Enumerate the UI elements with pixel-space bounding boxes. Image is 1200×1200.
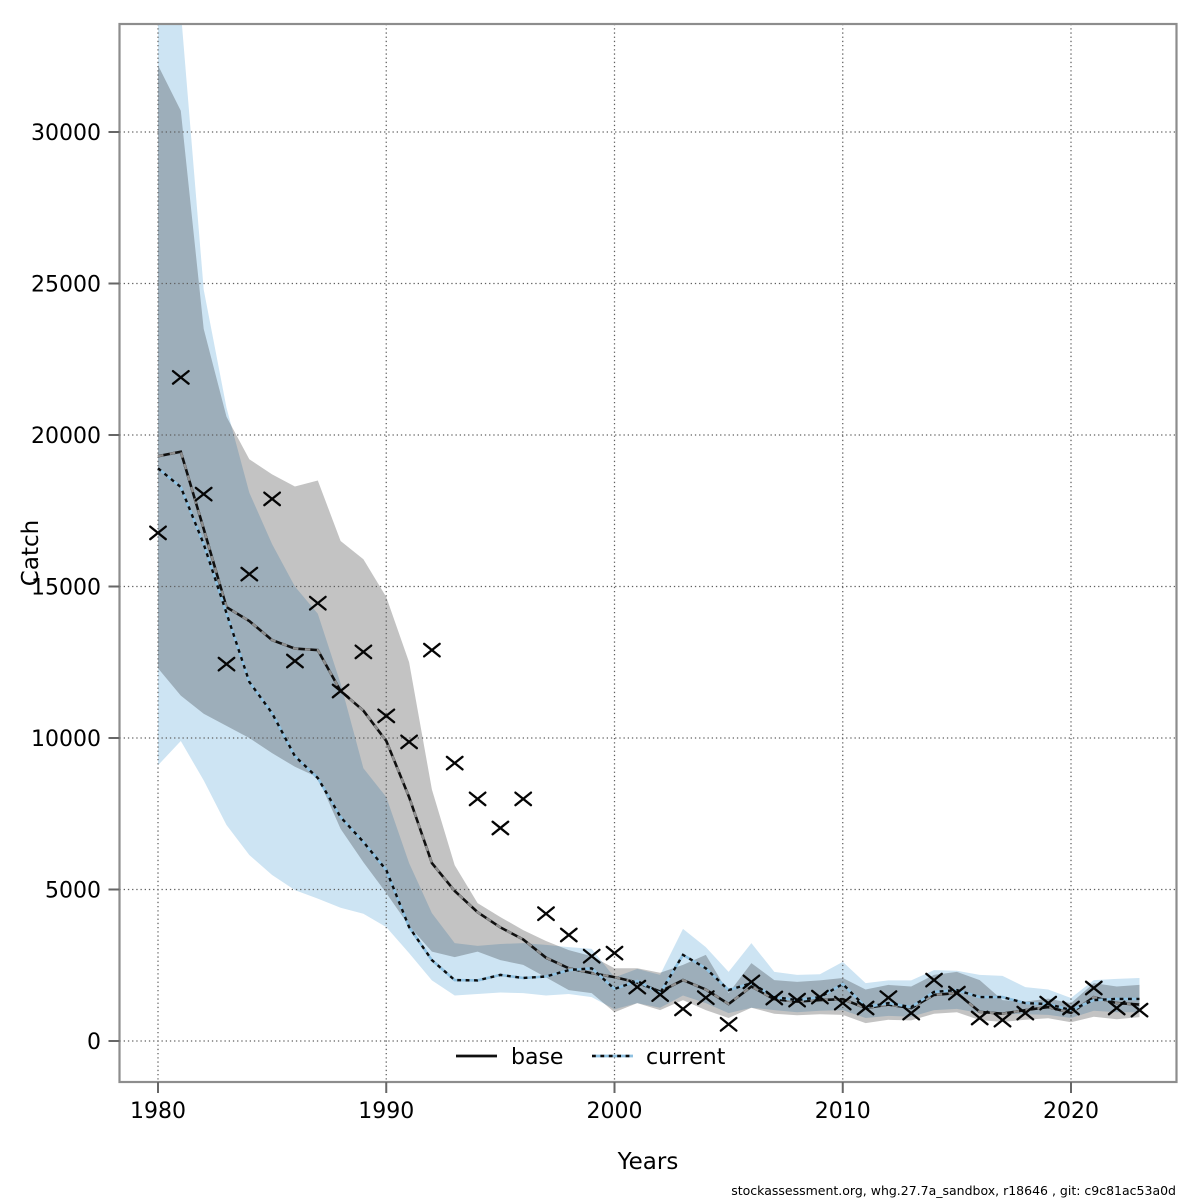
observed-catch-marker	[422, 642, 441, 658]
observed-catch-marker	[400, 734, 419, 750]
observed-catch-marker	[149, 525, 167, 541]
observed-catch-marker	[285, 653, 304, 669]
observed-catch-marker	[491, 820, 510, 836]
x-tick-label: 2000	[587, 1099, 643, 1124]
observed-catch-marker	[354, 644, 373, 660]
current-fit-line-dash-overlay	[157, 467, 1140, 1012]
plot-border	[118, 22, 1178, 1084]
observed-catch-marker	[788, 992, 807, 1008]
observed-catch-marker	[1016, 1005, 1035, 1021]
observed-catch-marker	[651, 987, 670, 1003]
legend-label-base: base	[511, 1045, 563, 1070]
observed-catch-marker	[879, 990, 898, 1006]
observed-catch-marker	[263, 491, 282, 507]
observed-catch-marker	[605, 945, 624, 961]
observed-catch-marker	[514, 791, 533, 807]
observed-catch-marker	[1084, 980, 1103, 996]
observed-catch-marker	[1062, 1000, 1080, 1016]
observed-catch-marker	[947, 985, 966, 1001]
observed-catch-marker	[537, 906, 555, 922]
observed-catch-marker	[628, 979, 647, 995]
observed-catch-marker	[833, 995, 852, 1011]
observed-catch-marker	[810, 989, 829, 1005]
legend-label-current: current	[646, 1045, 726, 1070]
observed-catch-marker	[171, 369, 190, 385]
observed-catch-marker	[742, 974, 761, 990]
y-tick-label: 5000	[45, 879, 101, 904]
observed-catch-marker	[1107, 1000, 1126, 1016]
observed-catch-marker	[719, 1016, 738, 1032]
observed-catch-marker	[970, 1010, 989, 1026]
y-tick-label: 0	[87, 1030, 101, 1055]
y-tick-label: 30000	[31, 121, 101, 146]
y-tick-label: 20000	[31, 424, 101, 449]
x-tick-label: 1990	[358, 1099, 414, 1124]
observed-catch-marker	[925, 972, 943, 988]
observed-catch-marker	[217, 656, 236, 672]
observed-catch-marker	[308, 595, 327, 611]
observed-catch-marker	[559, 927, 578, 943]
observed-catch-marker	[468, 791, 487, 807]
x-axis-title: Years	[617, 1149, 679, 1175]
observed-catch-marker	[765, 990, 784, 1006]
observed-catch-marker	[1130, 1002, 1149, 1018]
observed-catch-marker	[902, 1005, 921, 1021]
y-tick-label: 10000	[31, 727, 101, 752]
observed-catch-marker	[582, 948, 601, 964]
x-tick-label: 2020	[1043, 1099, 1099, 1124]
y-tick-label: 15000	[31, 576, 101, 601]
observed-catch-marker	[331, 683, 350, 699]
observed-catch-marker	[696, 990, 715, 1006]
observed-catch-marker	[856, 1000, 875, 1016]
x-tick-label: 1980	[130, 1099, 186, 1124]
observed-catch-marker	[1039, 995, 1058, 1011]
y-axis-title: Catch	[18, 520, 44, 586]
observed-catch-marker	[194, 486, 213, 502]
observed-catch-marker	[674, 1001, 692, 1017]
observed-catch-marker	[993, 1012, 1012, 1028]
y-tick-label: 25000	[31, 273, 101, 298]
figure-caption: stockassessment.org, whg.27.7a_sandbox, …	[731, 1183, 1176, 1198]
observed-catch-marker	[445, 755, 464, 771]
observed-catch-marker	[377, 708, 396, 724]
x-tick-label: 2010	[815, 1099, 871, 1124]
observed-catch-marker	[240, 566, 259, 582]
